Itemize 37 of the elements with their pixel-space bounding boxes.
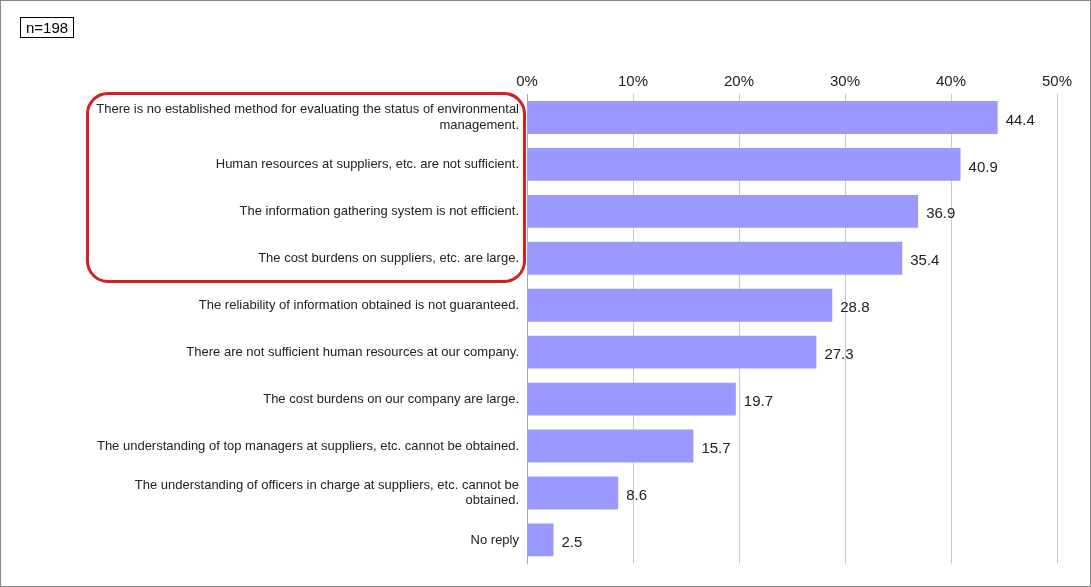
bar: [527, 476, 619, 510]
data-label: 28.8: [840, 298, 870, 316]
data-label: 8.6: [626, 486, 648, 504]
data-label: 36.9: [926, 204, 956, 222]
bar: [527, 241, 903, 275]
text: n=198: [20, 17, 75, 38]
y-tick-label: There are not sufficient human resources at our company.: [186, 343, 519, 359]
x-tick-label: 30%: [829, 72, 861, 90]
data-label: 27.3: [824, 345, 854, 363]
y-tick-label: No reply: [470, 531, 520, 547]
y-tick-label: The cost burdens on suppliers, etc. are large.: [258, 249, 519, 265]
bar: [527, 194, 919, 228]
data-label: 15.7: [701, 439, 731, 457]
x-tick-label: 20%: [723, 72, 755, 90]
bar: [527, 335, 817, 369]
data-label: 2.5: [561, 533, 583, 551]
y-tick-label: The understanding of top managers at suppliers, etc. cannot be obtained.: [96, 437, 519, 453]
bar: [527, 288, 833, 322]
data-label: 35.4: [910, 251, 940, 269]
bar: [527, 147, 961, 181]
x-tick-label: 50%: [1041, 72, 1073, 90]
data-label: 44.4: [1005, 110, 1035, 128]
bar: [527, 523, 554, 557]
y-tick-label: The understanding of officers in charge at suppliers, etc. cannot be obtained.: [134, 476, 519, 508]
data-label: 40.9: [968, 157, 998, 175]
x-tick-label: 0%: [516, 72, 538, 90]
bar: [527, 101, 998, 134]
data-label: 19.7: [743, 392, 774, 410]
y-tick-label: There is no established method for evaluating the status of environmental management.: [96, 101, 520, 132]
x-tick-label: 40%: [935, 72, 967, 90]
y-tick-label: The information gathering system is not efficient.: [239, 202, 519, 218]
y-tick-label: The reliability of information obtained is not guaranteed.: [198, 296, 519, 312]
x-tick-label: 10%: [617, 72, 649, 90]
bar: [527, 429, 694, 463]
y-tick-label: The cost burdens on our company are large.: [263, 390, 519, 406]
y-tick-label: Human resources at suppliers, etc. are not sufficient.: [215, 155, 519, 171]
bar: [527, 382, 736, 416]
